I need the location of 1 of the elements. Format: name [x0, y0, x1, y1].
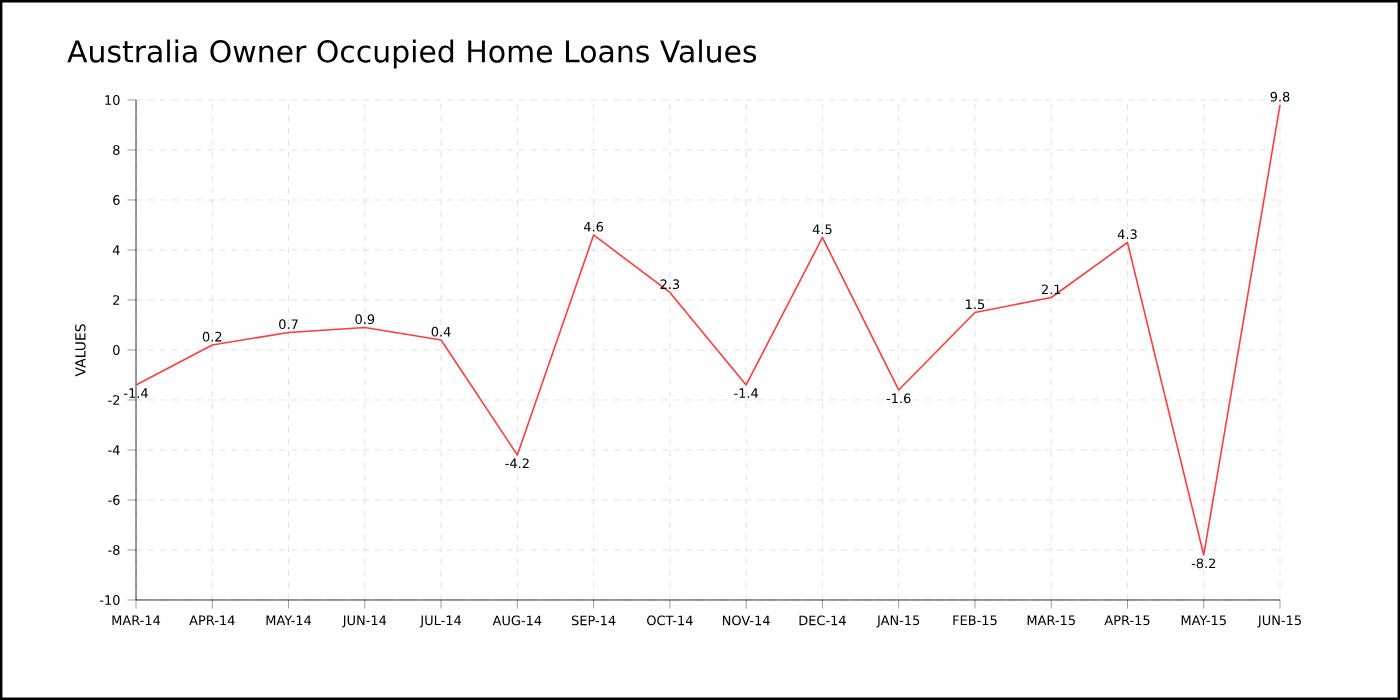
chart-title: Australia Owner Occupied Home Loans Values [67, 39, 757, 69]
